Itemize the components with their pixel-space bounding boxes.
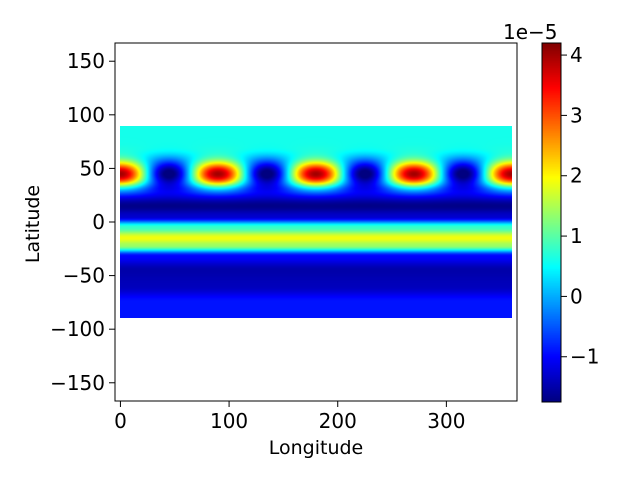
colorbar-tick-label: 3 [570,103,583,127]
y-tick-label: 0 [92,210,105,234]
y-axis-label: Latitude [22,185,44,263]
colorbar-tick-label: 2 [570,164,583,188]
y-tick-label: −50 [63,264,105,288]
x-axis-label: Longitude [269,437,364,459]
colorbar-offset-text: 1e−5 [503,20,558,44]
colorbar-tick-label: −1 [570,345,599,369]
y-axis-ticks: 150 100 50 0 −50 −100 −150 [50,49,115,395]
colorbar-frame [541,42,562,403]
plot-frame [114,42,518,402]
x-tick-label: 200 [319,409,357,433]
colorbar-ticks: −1 0 1 2 3 4 [561,43,599,369]
heatmap-image [120,125,512,319]
x-tick-label: 0 [114,409,127,433]
colorbar-tick-label: 1 [570,224,583,248]
colorbar-tick-label: 4 [570,43,583,67]
y-tick-label: 50 [80,156,105,180]
colorbar-tick-label: 0 [570,284,583,308]
y-tick-label: 150 [67,49,105,73]
x-tick-label: 300 [427,409,465,433]
x-tick-label: 100 [210,409,248,433]
y-tick-label: −150 [50,371,105,395]
x-axis-ticks: 0 100 200 300 [114,401,465,433]
y-tick-label: −100 [50,317,105,341]
colorbar-gradient [542,43,561,402]
y-tick-label: 100 [67,103,105,127]
